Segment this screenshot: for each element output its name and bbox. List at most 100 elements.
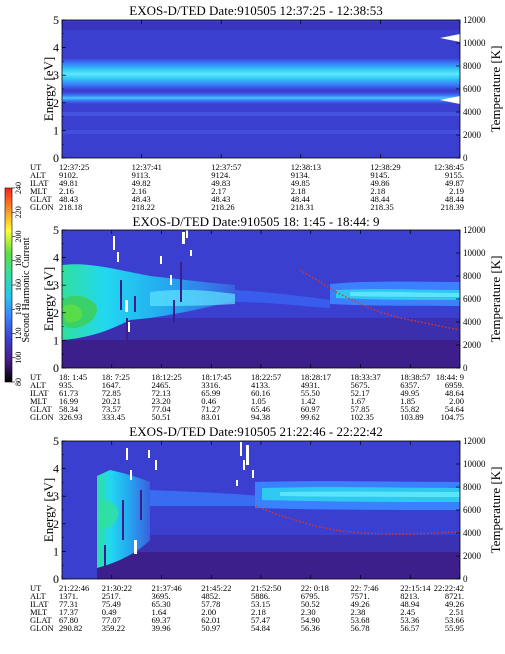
panel-1-mid-band: [62, 92, 460, 104]
table-cell: 2465.: [152, 380, 171, 390]
panel-2-transition-band: [235, 290, 330, 308]
y2-tick-label: 6000: [463, 84, 482, 94]
y-tick-label: 2: [53, 517, 59, 531]
table-cell: 333.45: [102, 412, 125, 422]
panel-2-white-spikes: [113, 230, 192, 332]
colorbar-tick-label: 240: [14, 182, 23, 194]
table-cell: 0.49: [102, 607, 117, 617]
table-cell: 77.31: [59, 599, 78, 609]
table-cell: 326.93: [59, 412, 82, 422]
table-cell: 49.86: [370, 178, 389, 188]
table-cell: 18: 1:45: [59, 372, 87, 382]
table-cell: 1371.: [59, 591, 78, 601]
panel-3-ylabel: Energy [eV]: [41, 478, 56, 542]
table-cell: 2.00: [201, 607, 216, 617]
table-cell: 57.85: [351, 404, 370, 414]
table-cell: 55.95: [445, 623, 464, 633]
panel-1-ylabel: Energy [eV]: [41, 57, 56, 121]
table-cell: 21:30:22: [102, 583, 132, 593]
table-row-label: GLON: [30, 202, 54, 212]
table-cell: 21:45:22: [201, 583, 231, 593]
table-cell: 77.07: [102, 615, 121, 625]
table-cell: 18:33:37: [351, 372, 381, 382]
table-cell: 49.26: [445, 599, 464, 609]
panel-1-table: UT 12:37:25 12:37:41 12:37:57 12:38:13 12:38:…: [30, 162, 465, 212]
y2-tick-label: 10000: [463, 248, 486, 258]
table-cell: 9155.: [445, 170, 464, 180]
table-cell: 20.21: [102, 396, 121, 406]
table-cell: 9145.: [370, 170, 389, 180]
table-cell: 65.30: [152, 599, 171, 609]
table-cell: 52.17: [351, 388, 370, 398]
y-tick-label: 4: [53, 251, 59, 265]
table-cell: 73.57: [102, 404, 121, 414]
y2-tick-label: 12000: [463, 15, 486, 25]
table-cell: 12:38:29: [370, 162, 400, 172]
table-cell: 12:37:25: [59, 162, 89, 172]
table-row-label: GLON: [30, 412, 54, 422]
table-cell: 22: 7:46: [351, 583, 379, 593]
y-tick-label: 0: [53, 361, 59, 375]
panel-2-cyan-region: [62, 264, 235, 340]
table-row-label: GLAT: [30, 404, 53, 414]
table-cell: 1.42: [301, 396, 316, 406]
y-tick-label: 4: [53, 462, 59, 476]
table-cell: 50.97: [201, 623, 220, 633]
panel-1-y2label: Temperature [K]: [488, 46, 503, 133]
table-cell: 4852.: [201, 591, 220, 601]
panel-1-yticks: 0 1 2 3 4 5: [53, 13, 66, 165]
y-tick-label: 4: [53, 41, 59, 55]
table-cell: 5886.: [251, 591, 270, 601]
table-row-label: ILAT: [30, 599, 49, 609]
table-cell: 18: 7:25: [102, 372, 130, 382]
table-cell: 72.13: [152, 388, 171, 398]
table-cell: 218.18: [59, 202, 82, 212]
panel-2-light-band: [150, 289, 235, 306]
table-cell: 218.39: [441, 202, 464, 212]
panel-1-lower-stripe-2: [62, 130, 460, 134]
y2-tick-label: 2000: [463, 130, 482, 140]
table-cell: 55.82: [400, 404, 419, 414]
table-cell: 56.36: [301, 623, 320, 633]
table-row-label: MLT: [30, 396, 48, 406]
table-cell: 49.95: [400, 388, 419, 398]
table-row-label: UT: [30, 372, 42, 382]
table-cell: 62.01: [201, 615, 220, 625]
table-row-label: MLT: [30, 186, 48, 196]
colorbar: 80 100 120 140 160 180 200 220 240 Second Harmon…: [4, 182, 32, 386]
table-cell: 49.26: [351, 599, 370, 609]
table-cell: 2.18: [370, 186, 385, 196]
y2-tick-label: 12000: [463, 436, 486, 446]
colorbar-gradient: [4, 187, 13, 383]
table-cell: 60.16: [251, 388, 270, 398]
table-cell: 22:22:42: [434, 583, 464, 593]
table-cell: 48.44: [291, 194, 311, 204]
panel-3-yticks: 0 1 2 3 4 5: [53, 434, 66, 586]
y-tick-label: 5: [53, 434, 59, 448]
panel-1-temperature-spike-low: [440, 96, 460, 104]
table-cell: 18:44: 9: [436, 372, 464, 382]
panel-2-xticks: [61, 230, 461, 368]
panel-3-table: UT 21:22:46 21:30:22 21:37:46 21:45:22 21:52:…: [30, 583, 464, 633]
panel-1-temperature-spike-high: [440, 34, 460, 42]
table-cell: 218.22: [132, 202, 155, 212]
table-cell: 48.43: [211, 194, 230, 204]
panel-3-right-band-highlight: [280, 491, 460, 497]
y-tick-label: 2: [53, 96, 59, 110]
panel-3-plot: [61, 440, 461, 580]
y-tick-label: 0: [53, 151, 59, 165]
table-cell: 53.66: [445, 615, 464, 625]
table-cell: 2.17: [211, 186, 226, 196]
y-tick-label: 5: [53, 13, 59, 27]
table-cell: 17.37: [59, 607, 78, 617]
panel-3-dark-left-gap: [62, 441, 97, 579]
panel-1: EXOS-D/TED Date:910505 12:37:25 - 12:38:…: [30, 3, 503, 212]
table-cell: 39.96: [152, 623, 171, 633]
table-cell: 12:37:57: [211, 162, 241, 172]
table-cell: 4133.: [251, 380, 270, 390]
panel-3-y2label: Temperature [K]: [488, 467, 503, 554]
y2-tick-label: 4000: [463, 317, 482, 327]
table-cell: 48.94: [400, 599, 420, 609]
y-tick-label: 3: [53, 68, 59, 82]
colorbar-tick-label: 180: [14, 255, 23, 267]
